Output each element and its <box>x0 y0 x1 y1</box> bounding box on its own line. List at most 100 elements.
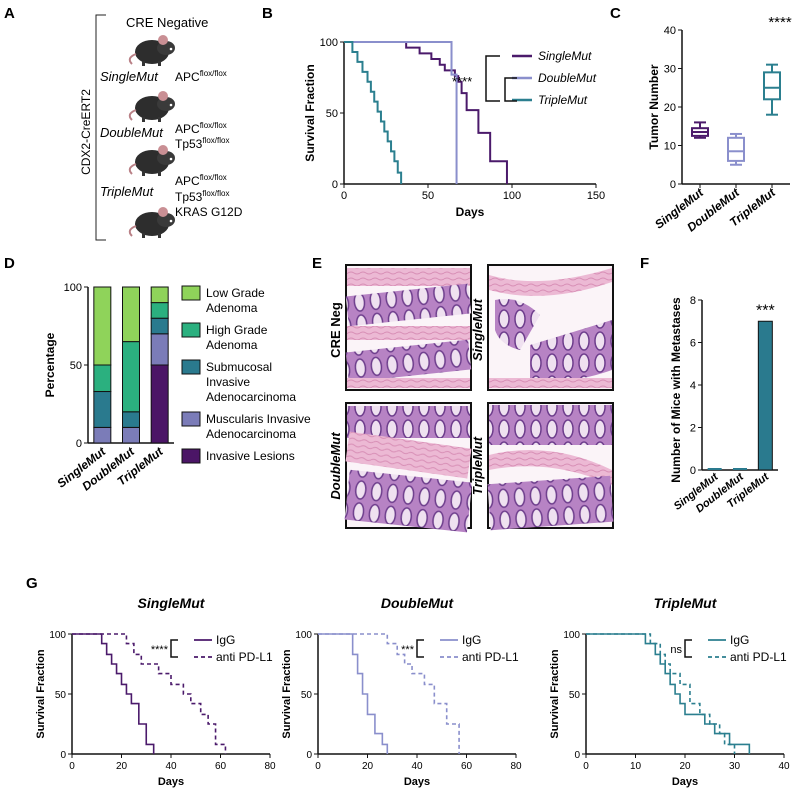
x-tick-label: 20 <box>116 761 128 772</box>
legend-label: Invasive <box>206 375 250 389</box>
significance-bracket <box>684 639 692 658</box>
significance-bracket <box>485 55 500 102</box>
x-tick-label: 0 <box>315 761 321 772</box>
x-tick-label: 60 <box>215 761 227 772</box>
triple-genotype-name: TripleMut <box>100 184 155 199</box>
y-tick-label: 0 <box>60 750 66 761</box>
x-tick-label: 40 <box>411 761 423 772</box>
legend-label: IgG <box>462 633 481 647</box>
y-axis-label: Survival Fraction <box>281 649 293 739</box>
x-axis-label: Days <box>456 205 485 219</box>
legend-swatch <box>181 322 201 338</box>
box-triplemut <box>763 71 781 101</box>
triple-tp53: Tp53flox/flox <box>175 189 229 204</box>
significance-label: *** <box>756 302 775 319</box>
triple-tp53-sup: flox/flox <box>202 189 229 198</box>
legend-swatch <box>181 285 201 301</box>
legend-label: Low Grade <box>206 286 265 300</box>
survival-line-anti-pd-l1 <box>318 633 460 754</box>
significance-label: **** <box>452 74 472 89</box>
x-tick-label: 0 <box>341 190 347 202</box>
triple-apc: APCflox/flox <box>175 173 227 188</box>
y-axis-label: Number of Mice with Metastases <box>669 297 683 483</box>
stacked-bar-segment <box>122 341 140 413</box>
y-tick-label: 50 <box>70 360 82 372</box>
histology-label-singlemut: SingleMut <box>470 298 485 361</box>
significance-bracket <box>170 639 178 658</box>
y-axis-label: Percentage <box>43 332 57 397</box>
x-tick-label: 0 <box>69 761 75 772</box>
bar-triplemut <box>757 320 773 471</box>
x-tick-label: 150 <box>587 190 605 202</box>
histology-label-doublemut: DoubleMut <box>328 432 343 500</box>
y-tick-label: 8 <box>690 295 696 307</box>
genotype-bracket <box>95 14 106 241</box>
triple-apc-sup: flox/flox <box>200 173 227 182</box>
panel-letter-d: D <box>4 255 15 272</box>
y-tick-label: 2 <box>690 423 696 435</box>
y-tick-label: 100 <box>49 630 66 641</box>
x-tick-label: 40 <box>778 761 790 772</box>
single-apc: APCflox/flox <box>175 69 227 84</box>
stacked-bar-segment <box>150 317 169 335</box>
double-tp53-sup: flox/flox <box>202 136 229 145</box>
x-tick-label: 0 <box>583 761 589 772</box>
y-tick-label: 50 <box>301 690 313 701</box>
survival-line-singlemut <box>344 41 508 184</box>
stacked-bar-segment <box>150 302 169 319</box>
y-axis-label: Tumor Number <box>647 64 661 149</box>
y-axis-label: Survival Fraction <box>35 649 47 739</box>
y-tick-label: 0 <box>670 179 676 191</box>
chart-title: TripleMut <box>654 595 718 611</box>
histology-doublemut <box>344 402 473 533</box>
survival-line-triplemut <box>344 41 403 184</box>
y-tick-label: 40 <box>664 25 676 37</box>
legend-swatch <box>181 359 201 375</box>
legend-label: TripleMut <box>538 93 588 107</box>
single-apc-sup: flox/flox <box>200 69 227 78</box>
x-tick-label: 10 <box>630 761 642 772</box>
panel-a: CDX2-CreERT2 CRE Negative SingleMut APCf… <box>79 14 243 241</box>
legend-label: Muscularis Invasive <box>206 412 311 426</box>
legend-label: IgG <box>730 633 749 647</box>
panel-letter-a: A <box>4 5 15 22</box>
panel-g-double-survival-chart: 0 50 100 0 20 40 60 80 Days Survival Fraction Doub… <box>281 595 522 788</box>
stacked-bar-segment <box>122 426 140 444</box>
histology-triplemut <box>487 402 614 531</box>
panel-letter-b: B <box>262 5 273 22</box>
legend-label: Adenoma <box>206 301 258 315</box>
significance-label: *** <box>401 644 415 656</box>
x-axis-label: Days <box>404 776 430 788</box>
y-tick-label: 50 <box>326 108 338 120</box>
triple-kras: KRAS G12D <box>175 205 243 219</box>
double-apc: APCflox/flox <box>175 121 227 136</box>
cre-negative-label: CRE Negative <box>126 15 208 30</box>
x-tick-label: 100 <box>503 190 521 202</box>
legend-label: Submucosal <box>206 360 272 374</box>
legend-label: Adenoma <box>206 338 258 352</box>
legend-swatch <box>181 448 201 464</box>
panel-g-single-survival-chart: 0 50 100 0 20 40 60 80 Days Survival Fraction Sing… <box>35 595 276 788</box>
legend-swatch <box>181 411 201 427</box>
significance-label: ns <box>670 644 682 656</box>
legend-label: High Grade <box>206 323 268 337</box>
legend-label: Invasive Lesions <box>206 449 295 463</box>
panel-letter-f: F <box>640 255 649 272</box>
stacked-bar-segment <box>122 286 140 343</box>
significance-bracket <box>504 77 517 102</box>
survival-line-doublemut <box>344 41 458 184</box>
y-tick-label: 100 <box>563 630 580 641</box>
y-tick-label: 0 <box>306 750 312 761</box>
y-tick-label: 0 <box>690 465 696 477</box>
mouse-icon <box>128 91 175 122</box>
stacked-bar-segment <box>93 391 112 428</box>
y-tick-label: 100 <box>320 37 338 49</box>
survival-line-anti-pd-l1 <box>586 633 736 754</box>
y-axis-label: Survival Fraction <box>303 64 317 161</box>
significance-bracket <box>416 639 424 658</box>
survival-line-igg <box>72 633 155 754</box>
x-tick-label: 40 <box>165 761 177 772</box>
double-tp53: Tp53flox/flox <box>175 136 229 151</box>
x-tick-label: 20 <box>679 761 691 772</box>
cdx2-label: CDX2-CreERT2 <box>79 89 93 175</box>
